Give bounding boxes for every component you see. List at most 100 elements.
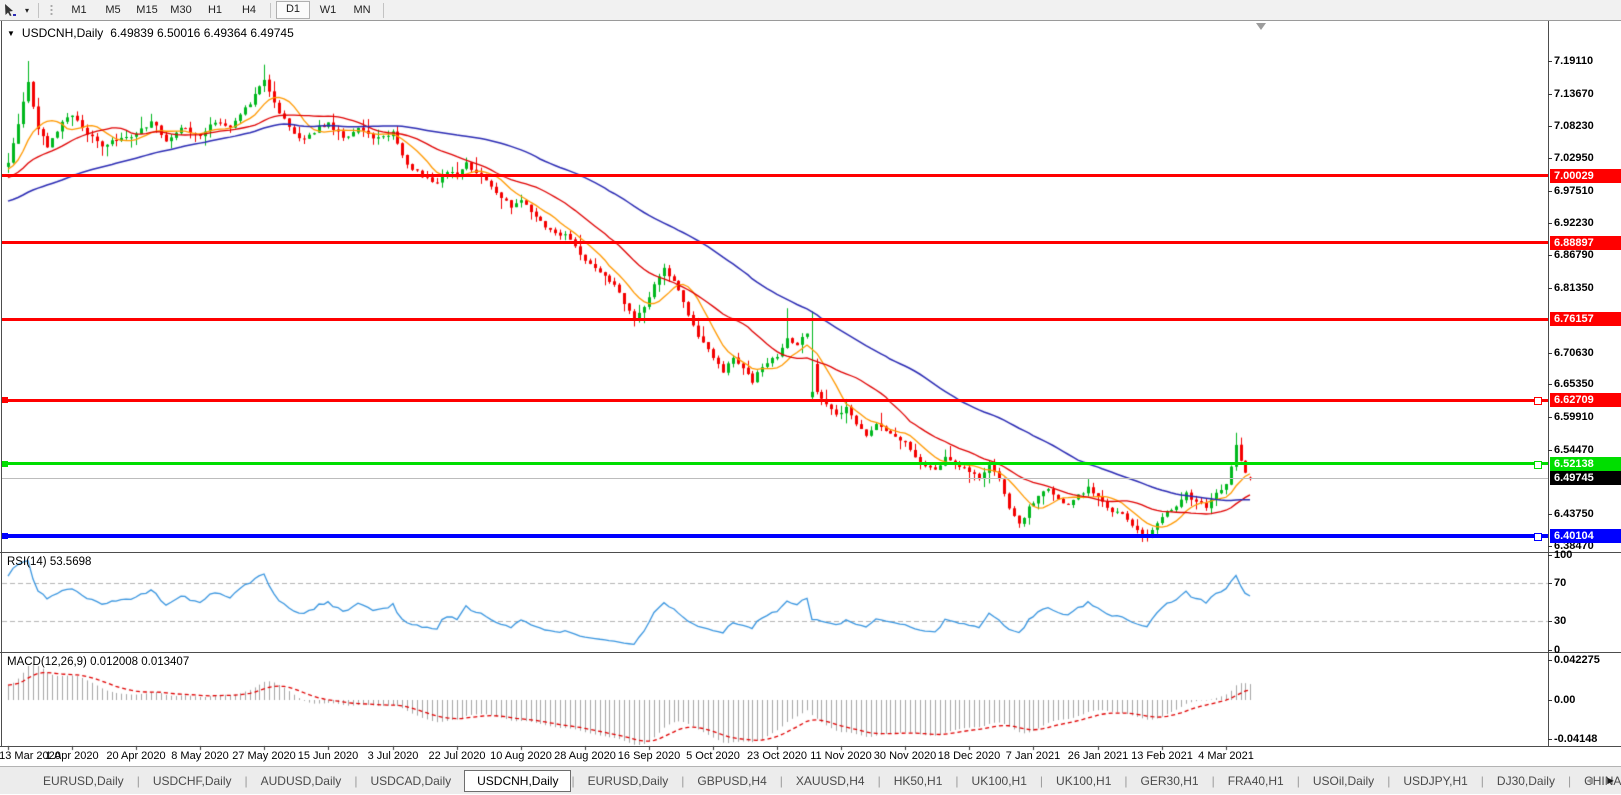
price-axis-tick: [1548, 417, 1552, 419]
level-handle[interactable]: [1534, 533, 1542, 542]
date-axis-label: 13 Mar 2020: [0, 750, 61, 762]
chart-tab-xauusd-h4[interactable]: XAUUSD,H4: [795, 773, 865, 788]
price-level-label: 6.88897: [1550, 235, 1621, 250]
timeframe-button-mn[interactable]: MN: [353, 4, 371, 16]
rsi-pane-separator[interactable]: [0, 552, 1621, 553]
price-axis-tick-label: 7.02950: [1554, 152, 1594, 165]
tab-scroll-left-icon[interactable]: ◄: [1584, 774, 1596, 787]
price-axis-tick-label: 7.13670: [1554, 87, 1594, 100]
price-axis-line: [1548, 21, 1549, 746]
date-axis-label: 22 Jul 2020: [428, 750, 486, 762]
chart-tab-hk50-h1[interactable]: HK50,H1: [893, 773, 943, 788]
toolbar-separator: [383, 2, 384, 18]
timeframe-button-h1[interactable]: H1: [207, 4, 223, 16]
chart-tab-fra40-h1[interactable]: FRA40,H1: [1227, 773, 1284, 788]
chart-tab-audusd-daily[interactable]: AUDUSD,Daily: [260, 773, 342, 788]
level-handle[interactable]: [2, 533, 8, 540]
chart-tab-uk100-h1[interactable]: UK100,H1: [971, 773, 1027, 788]
toolbar: ▾ M1 M5 M15 M30 H1 H4 D1 W1 MN: [0, 0, 1621, 21]
timeframe-button-h4[interactable]: H4: [241, 4, 257, 16]
timeframe-button-m30[interactable]: M30: [170, 4, 192, 16]
date-axis-label: 28 Aug 2020: [554, 750, 616, 762]
chart-tab-usdcad-daily[interactable]: USDCAD,Daily: [370, 773, 452, 788]
tab-separator: |: [136, 773, 140, 788]
price-axis-tick-label: 6.59910: [1554, 411, 1594, 424]
date-axis-label: 30 Nov 2020: [873, 750, 937, 762]
rsi-axis-tick: [1548, 583, 1552, 584]
chart-tab-usdchf-daily[interactable]: USDCHF,Daily: [152, 773, 232, 788]
tab-separator: |: [681, 773, 685, 788]
price-axis-tick: [1548, 93, 1552, 95]
price-axis-tick: [1548, 384, 1552, 386]
price-axis-tick: [1548, 449, 1552, 451]
price-axis-tick: [1548, 126, 1552, 128]
chart-collapse-caret-icon[interactable]: ▼: [7, 28, 15, 38]
price-axis-tick: [1548, 352, 1552, 354]
chart-tab-ger30-h1[interactable]: GER30,H1: [1140, 773, 1199, 788]
price-level-label: 6.40104: [1550, 529, 1621, 544]
level-handle[interactable]: [2, 397, 8, 404]
timeframe-button-m1[interactable]: M1: [71, 4, 87, 16]
rsi-axis-tick-label: 30: [1554, 615, 1567, 627]
toolbar-grip[interactable]: [49, 3, 54, 17]
chart-tab-usoil-daily[interactable]: USOil,Daily: [1312, 773, 1375, 788]
macd-axis-tick-label: 0.00: [1554, 694, 1576, 706]
rsi-axis-tick-label: 0: [1554, 643, 1561, 656]
level-handle[interactable]: [1534, 397, 1542, 406]
chart-tab-eurusd-daily[interactable]: EURUSD,Daily: [43, 773, 124, 788]
chart-title: ▼ USDCNH,Daily 6.49839 6.50016 6.49364 6…: [7, 26, 294, 40]
tab-separator: |: [1039, 773, 1044, 788]
macd-axis-tick: [1548, 700, 1552, 701]
price-level-line[interactable]: [2, 534, 1548, 539]
toolbar-separator: [270, 2, 271, 18]
chart-left-border: [1, 21, 2, 746]
price-level-line[interactable]: [2, 317, 1548, 321]
cursor-tool-button[interactable]: [0, 1, 20, 19]
date-axis-label: 5 Oct 2020: [686, 750, 740, 762]
price-level-line[interactable]: [2, 398, 1548, 402]
timeframe-button-w1[interactable]: W1: [319, 4, 337, 16]
tab-scroll-right-icon[interactable]: ►: [1605, 774, 1616, 787]
price-axis-tick-label: 6.92230: [1554, 216, 1594, 229]
chart-tab-usdjpy-h1[interactable]: USDJPY,H1: [1403, 773, 1468, 788]
tool-dropdown-caret-icon[interactable]: ▾: [24, 5, 29, 15]
chart-tab-china300-h1[interactable]: CHINA300,H1: [1584, 773, 1621, 788]
macd-pane-separator[interactable]: [0, 652, 1621, 653]
level-handle[interactable]: [1534, 460, 1542, 469]
price-axis-tick: [1548, 158, 1552, 160]
date-axis-label: 13 Feb 2021: [1131, 750, 1193, 762]
tab-separator: |: [779, 773, 783, 788]
tab-separator: |: [1567, 773, 1572, 788]
tab-separator: |: [1296, 773, 1300, 788]
chart-shift-marker-icon[interactable]: [1256, 23, 1266, 30]
date-axis-label: 1 Apr 2020: [45, 750, 99, 762]
timeframe-button-m15[interactable]: M15: [136, 4, 158, 16]
chart-tab-eurusd-daily[interactable]: EURUSD,Daily: [587, 773, 669, 788]
chart-tab-bar: EURUSD,Daily | USDCHF,Daily | AUDUSD,Daily | U…: [0, 766, 1621, 794]
rsi-axis-tick-label: 100: [1554, 548, 1573, 561]
price-level-label: 6.52138: [1550, 456, 1621, 471]
price-level-label: 6.76157: [1550, 312, 1621, 327]
chart-tab-dj30-daily[interactable]: DJ30,Daily: [1496, 773, 1555, 788]
rsi-axis-tick: [1548, 554, 1552, 556]
chart-tab-gbpusd-h4[interactable]: GBPUSD,H4: [697, 773, 767, 788]
date-axis-label: 7 Jan 2021: [1005, 750, 1061, 762]
toolbar-separator: [38, 2, 39, 18]
timeframe-button-d1[interactable]: D1: [276, 1, 310, 19]
macd-axis-tick-label: 0.042275: [1554, 654, 1600, 666]
date-axis-label: 27 May 2020: [232, 750, 296, 762]
rsi-axis-tick-label: 70: [1554, 577, 1567, 589]
level-handle[interactable]: [2, 460, 8, 467]
date-axis-label: 16 Sep 2020: [617, 750, 681, 762]
timeframe-button-m5[interactable]: M5: [105, 4, 121, 16]
rsi-axis-tick: [1548, 649, 1552, 651]
chart-tab-usdcnh-daily[interactable]: USDCNH,Daily: [464, 769, 572, 792]
chart-tab-uk100-h1[interactable]: UK100,H1: [1056, 773, 1112, 788]
chart-ohlc-values: 6.49839 6.50016 6.49364 6.49745: [110, 26, 294, 40]
date-axis-label: 15 Jun 2020: [297, 750, 359, 762]
price-level-line[interactable]: [2, 462, 1548, 466]
price-level-line[interactable]: [2, 174, 1548, 178]
price-level-line[interactable]: [2, 241, 1548, 245]
price-axis-tick: [1548, 255, 1552, 257]
